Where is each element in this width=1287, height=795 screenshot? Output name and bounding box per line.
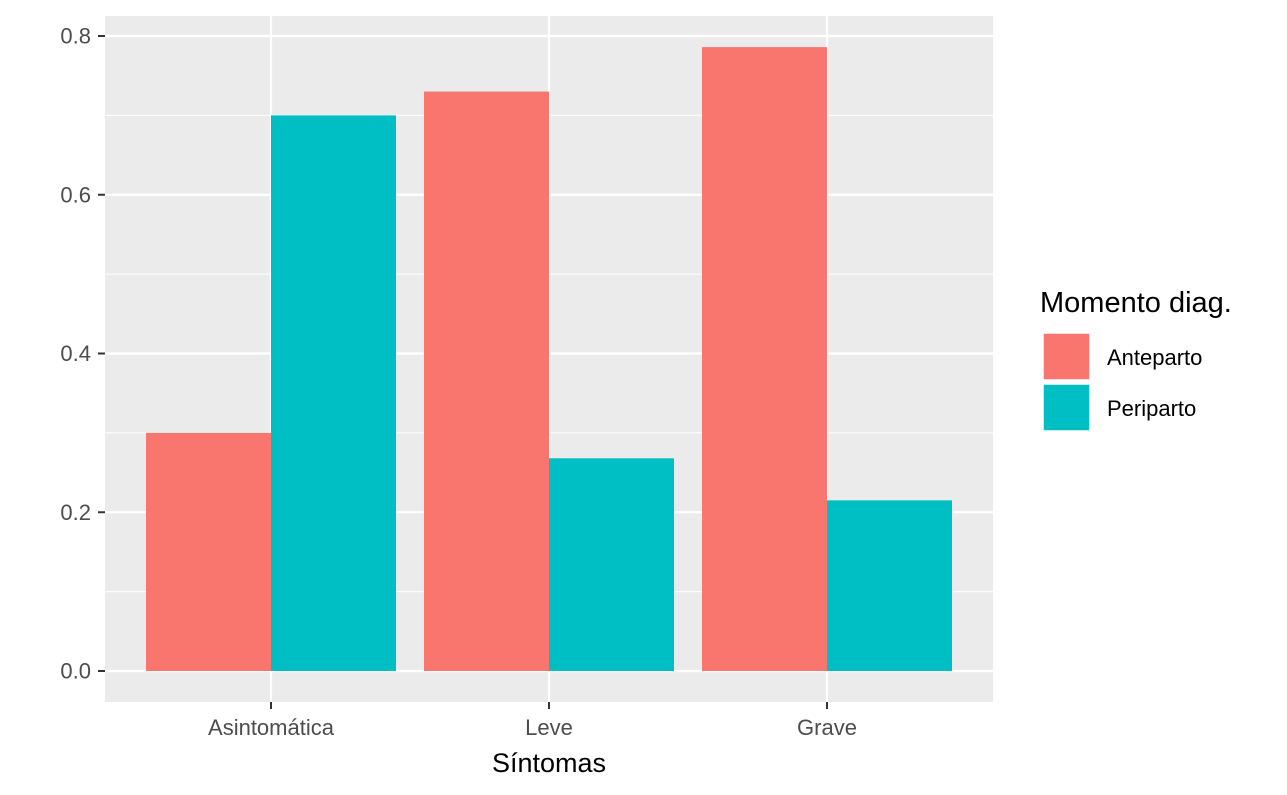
y-tick-label: 0.2 <box>60 500 91 525</box>
bar-anteparto-0 <box>146 432 271 671</box>
legend-key-periparto <box>1042 383 1091 432</box>
bar-anteparto-1 <box>424 91 549 671</box>
legend-key-anteparto <box>1042 332 1091 381</box>
x-axis: Asintomática Leve Grave <box>208 702 857 740</box>
bars <box>146 47 952 672</box>
y-tick-label: 0.0 <box>60 659 91 684</box>
legend: Momento diag. Anteparto Periparto <box>1040 287 1232 432</box>
bar-anteparto-2 <box>702 47 827 672</box>
bar-periparto-0 <box>271 115 396 671</box>
x-tick-label: Leve <box>525 715 573 740</box>
x-tick-label: Asintomática <box>208 715 335 740</box>
bar-periparto-1 <box>549 458 674 671</box>
y-tick-label: 0.6 <box>60 182 91 207</box>
y-tick-label: 0.4 <box>60 341 91 366</box>
y-tick-label: 0.8 <box>60 24 91 49</box>
bar-periparto-2 <box>827 500 952 671</box>
y-axis: 0.0 0.2 0.4 0.6 0.8 <box>60 24 105 684</box>
legend-label-periparto: Periparto <box>1107 396 1196 421</box>
x-tick-label: Grave <box>797 715 857 740</box>
legend-label-anteparto: Anteparto <box>1107 345 1202 370</box>
x-axis-title: Síntomas <box>492 748 606 778</box>
legend-title: Momento diag. <box>1040 287 1232 319</box>
